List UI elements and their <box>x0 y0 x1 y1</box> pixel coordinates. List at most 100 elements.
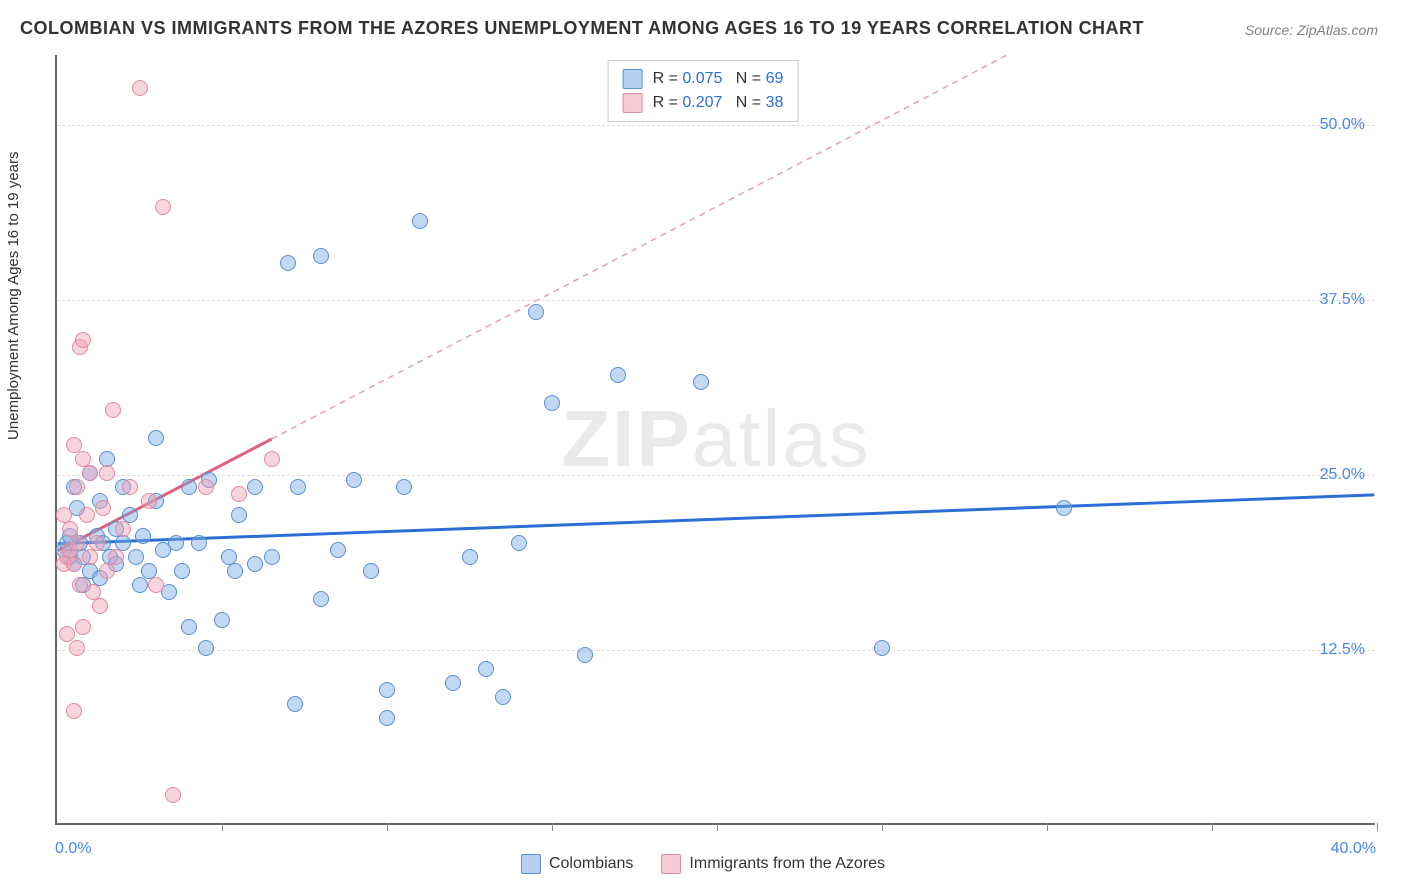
data-point <box>168 535 184 551</box>
data-point <box>231 507 247 523</box>
data-point <box>141 493 157 509</box>
data-point <box>75 332 91 348</box>
legend-item-azores: Immigrants from the Azores <box>661 854 885 874</box>
data-point <box>79 507 95 523</box>
data-point <box>330 542 346 558</box>
source-label: Source: ZipAtlas.com <box>1245 22 1378 38</box>
data-point <box>191 535 207 551</box>
data-point <box>69 479 85 495</box>
data-point <box>89 535 105 551</box>
data-point <box>495 689 511 705</box>
data-point <box>363 563 379 579</box>
data-point <box>247 556 263 572</box>
data-point <box>462 549 478 565</box>
data-point <box>412 213 428 229</box>
x-tick <box>1212 823 1213 831</box>
data-point <box>198 640 214 656</box>
x-tick <box>717 823 718 831</box>
gridline-h <box>57 300 1375 301</box>
data-point <box>247 479 263 495</box>
swatch-blue <box>623 69 643 89</box>
data-point <box>287 696 303 712</box>
data-point <box>115 521 131 537</box>
data-point <box>379 710 395 726</box>
data-point <box>511 535 527 551</box>
x-tick <box>387 823 388 831</box>
x-tick <box>882 823 883 831</box>
data-point <box>165 787 181 803</box>
data-point <box>874 640 890 656</box>
data-point <box>66 703 82 719</box>
data-point <box>181 479 197 495</box>
data-point <box>92 598 108 614</box>
data-point <box>198 479 214 495</box>
data-point <box>610 367 626 383</box>
swatch-pink <box>661 854 681 874</box>
data-point <box>66 556 82 572</box>
data-point <box>313 248 329 264</box>
data-point <box>280 255 296 271</box>
x-tick <box>1047 823 1048 831</box>
x-tick <box>552 823 553 831</box>
x-tick-start: 0.0% <box>55 840 91 858</box>
data-point <box>478 661 494 677</box>
trend-lines <box>57 55 1375 823</box>
data-point <box>396 479 412 495</box>
data-point <box>108 549 124 565</box>
data-point <box>66 437 82 453</box>
trend-line <box>58 495 1375 544</box>
x-tick <box>1377 823 1378 831</box>
legend-label: Immigrants from the Azores <box>689 855 885 873</box>
plot-area: ZIPatlas 12.5%25.0%37.5%50.0% <box>55 55 1375 825</box>
legend-stat-row: R = 0.075 N = 69 <box>623 67 784 91</box>
data-point <box>82 549 98 565</box>
legend-series: Colombians Immigrants from the Azores <box>521 854 885 874</box>
data-point <box>346 472 362 488</box>
data-point <box>148 577 164 593</box>
data-point <box>99 563 115 579</box>
data-point <box>290 479 306 495</box>
data-point <box>122 479 138 495</box>
y-tick-label: 25.0% <box>1320 466 1365 484</box>
data-point <box>227 563 243 579</box>
x-tick <box>222 823 223 831</box>
legend-label: Colombians <box>549 855 633 873</box>
data-point <box>105 402 121 418</box>
stat-text: R = 0.207 N = 38 <box>653 91 784 115</box>
legend-stat-row: R = 0.207 N = 38 <box>623 91 784 115</box>
gridline-h <box>57 125 1375 126</box>
swatch-blue <box>521 854 541 874</box>
data-point <box>132 577 148 593</box>
swatch-pink <box>623 93 643 113</box>
data-point <box>69 640 85 656</box>
data-point <box>59 626 75 642</box>
data-point <box>69 535 85 551</box>
data-point <box>528 304 544 320</box>
data-point <box>264 451 280 467</box>
legend-item-colombians: Colombians <box>521 854 633 874</box>
chart-title: COLOMBIAN VS IMMIGRANTS FROM THE AZORES … <box>20 18 1144 39</box>
data-point <box>1056 500 1072 516</box>
data-point <box>181 619 197 635</box>
data-point <box>379 682 395 698</box>
data-point <box>132 80 148 96</box>
data-point <box>135 528 151 544</box>
data-point <box>231 486 247 502</box>
data-point <box>214 612 230 628</box>
data-point <box>264 549 280 565</box>
x-tick-end: 40.0% <box>1331 840 1376 858</box>
data-point <box>544 395 560 411</box>
data-point <box>693 374 709 390</box>
data-point <box>128 549 144 565</box>
data-point <box>313 591 329 607</box>
data-point <box>577 647 593 663</box>
gridline-h <box>57 650 1375 651</box>
data-point <box>155 199 171 215</box>
data-point <box>99 465 115 481</box>
y-tick-label: 37.5% <box>1320 291 1365 309</box>
data-point <box>75 619 91 635</box>
y-tick-label: 50.0% <box>1320 116 1365 134</box>
stat-text: R = 0.075 N = 69 <box>653 67 784 91</box>
gridline-h <box>57 475 1375 476</box>
data-point <box>445 675 461 691</box>
